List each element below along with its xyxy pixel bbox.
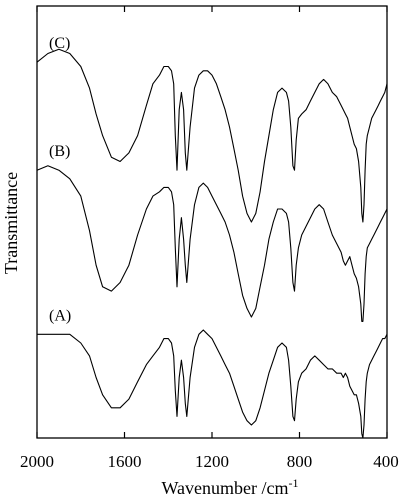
series-line-0	[36, 48, 388, 223]
x-tick-label: 1600	[108, 452, 142, 471]
plot-frame	[36, 5, 388, 439]
x-axis-ticks: 2000 1600 1200 800 400	[20, 6, 399, 471]
series-line-2	[37, 329, 388, 439]
spectra-curves	[36, 48, 388, 439]
series-label-1: (B)	[49, 143, 70, 160]
x-tick-label: 1200	[195, 452, 229, 471]
series-line-1	[36, 165, 388, 322]
x-axis-title: Wavenumber /cm-1	[161, 476, 298, 498]
x-tick-label: 800	[287, 452, 313, 471]
x-axis-title-superscript: -1	[289, 476, 299, 490]
x-tick-label: 400	[373, 452, 399, 471]
series-label-0: (C)	[49, 35, 70, 52]
y-axis-title: Transmittance	[1, 172, 21, 274]
curve-labels: (C) (B) (A)	[49, 35, 71, 324]
series-label-2: (A)	[49, 307, 71, 324]
x-tick-label: 2000	[20, 452, 54, 471]
x-axis-title-text: Wavenumber /cm	[161, 478, 288, 498]
